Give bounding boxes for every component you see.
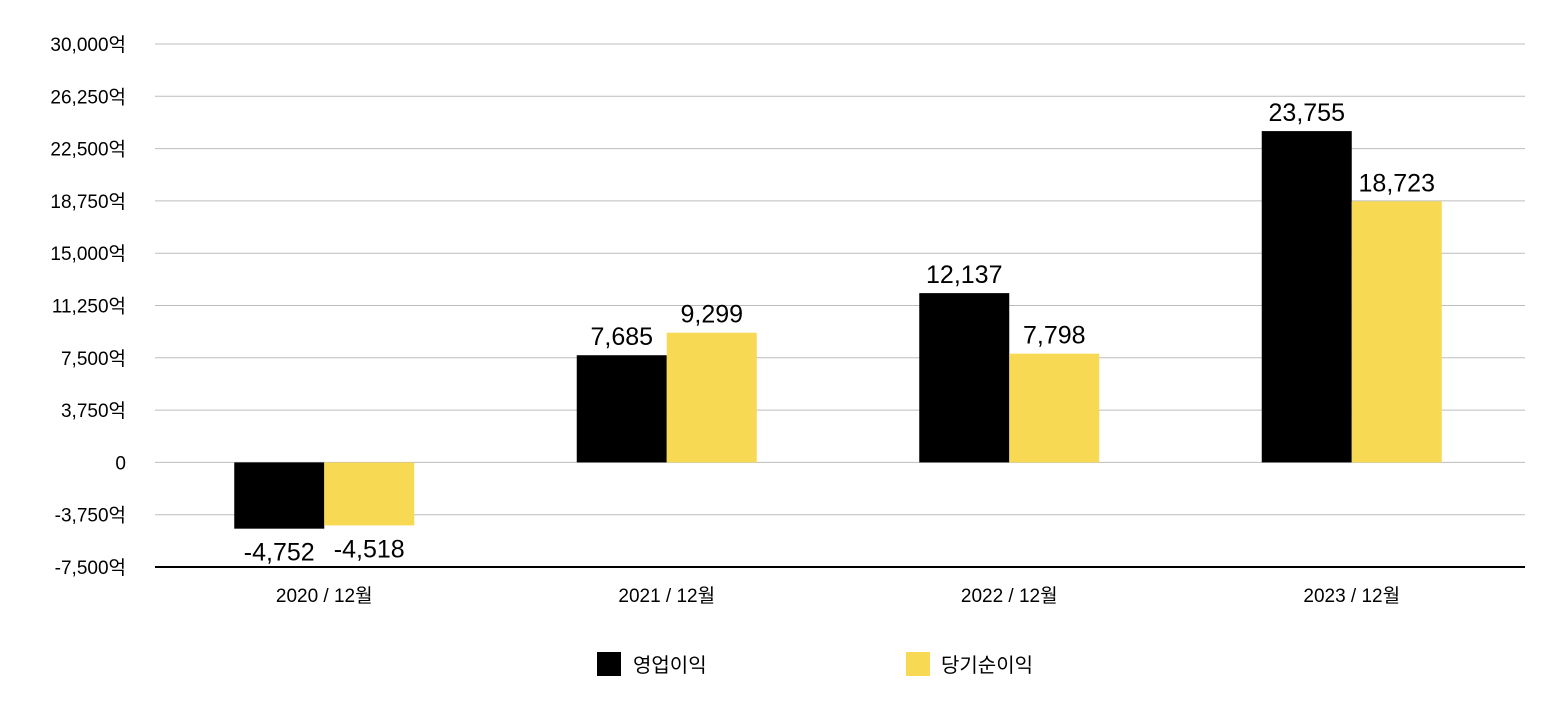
y-tick-label: 3,750억 [61,400,126,422]
bar-operating-profit [919,293,1010,463]
legend-label-net-income: 당기순이익 [941,654,1033,677]
y-tick-label: -3,750억 [55,505,126,527]
x-tick-label: 2022 / 12월 [961,585,1058,607]
data-label: 18,723 [1359,169,1435,197]
bar-net-income [666,332,757,463]
y-tick-label: 22,500억 [50,139,126,161]
bars [234,131,1442,529]
y-tick-label: 7,500억 [61,348,126,370]
y-axis: 30,000억 26,250억 22,500억 18,750억 15,000억 11,25… [50,34,126,579]
data-label: 7,685 [590,323,653,351]
data-label: 12,137 [926,261,1002,289]
bar-operating-profit [234,462,325,529]
data-label: -4,518 [334,535,405,563]
y-tick-label: 0 [115,453,126,474]
legend-label-operating-profit: 영업이익 [633,654,707,677]
bar-operating-profit [1261,131,1352,463]
bar-net-income [324,462,415,526]
x-tick-label: 2021 / 12월 [618,585,715,607]
legend-swatch-operating-profit [597,652,621,676]
y-tick-label: -7,500억 [55,557,126,579]
data-label: -4,752 [244,539,315,567]
x-tick-label: 2020 / 12월 [276,585,373,607]
gridlines [155,43,1525,516]
x-axis: 2020 / 12월 2021 / 12월 2022 / 12월 2023 / 12월 [155,566,1525,607]
data-label: 23,755 [1269,99,1345,127]
data-labels: -4,752 -4,518 7,685 9,299 12,137 7,798 23,755 1… [244,99,1435,567]
legend-swatch-net-income [906,652,930,676]
y-tick-label: 11,250억 [52,296,126,318]
y-tick-label: 26,250억 [50,86,126,108]
bar-net-income [1009,353,1100,463]
data-label: 7,798 [1023,322,1086,350]
legend: 영업이익 당기순이익 [597,652,1033,677]
bar-net-income [1351,201,1442,463]
x-tick-label: 2023 / 12월 [1303,585,1400,607]
y-tick-label: 30,000억 [50,34,126,56]
y-tick-label: 15,000억 [50,243,126,265]
data-label: 9,299 [680,301,743,329]
bar-operating-profit [576,355,667,463]
y-tick-label: 18,750억 [50,191,126,213]
